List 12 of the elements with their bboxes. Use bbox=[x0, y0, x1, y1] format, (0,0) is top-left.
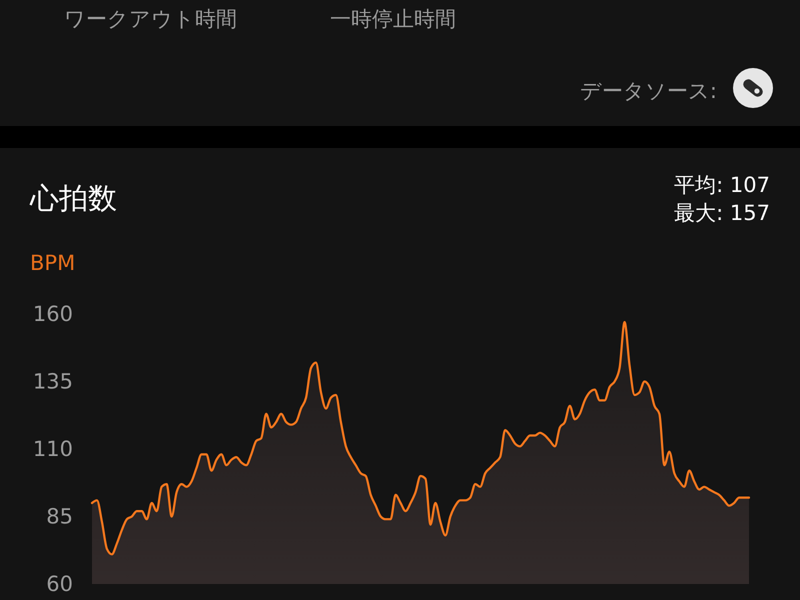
y-tick-label: 60 bbox=[46, 572, 73, 596]
text: ワークアウト時間 bbox=[64, 7, 237, 31]
y-tick-label: 160 bbox=[32, 302, 73, 326]
y-tick-label: 135 bbox=[32, 370, 73, 394]
y-tick-label: 110 bbox=[32, 437, 73, 461]
y-tick-label: 85 bbox=[46, 504, 73, 528]
text: 最大: 157 bbox=[674, 201, 770, 225]
text: 一時停止時間 bbox=[330, 7, 456, 31]
text: 平均: 107 bbox=[674, 173, 770, 197]
text: データソース: bbox=[580, 79, 717, 103]
chart-title: 心拍数 bbox=[29, 181, 117, 215]
y-axis-title: BPM bbox=[30, 251, 76, 275]
